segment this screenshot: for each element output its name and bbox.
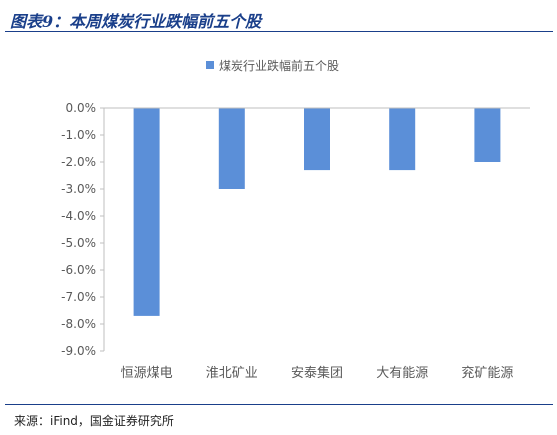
y-tick-label: 0.0% [66,101,97,115]
y-tick-label: -7.0% [61,290,96,304]
y-tick-label: -4.0% [61,209,96,223]
source-note: 来源：iFind，国金证券研究所 [14,414,174,428]
title-divider [5,31,553,32]
y-tick-label: -3.0% [61,182,96,196]
legend-swatch [206,61,214,69]
bar [304,108,330,171]
y-tick-label: -1.0% [61,128,96,142]
bar [218,108,245,189]
y-tick-label: -6.0% [61,263,96,277]
bar [389,108,416,171]
y-tick-label: -8.0% [61,317,96,331]
y-tick-label: -2.0% [61,155,96,169]
x-category-label: 大有能源 [376,366,428,381]
x-category-label: 淮北矿业 [206,366,258,381]
x-category-label: 恒源煤电 [121,366,173,381]
bar [133,108,160,316]
x-category-label: 兖矿能源 [461,366,513,381]
bar [474,108,501,162]
source-divider [5,404,553,405]
figure-title: 图表9：本周煤炭行业跌幅前五个股 [10,12,262,31]
legend-label: 煤炭行业跌幅前五个股 [219,58,339,73]
x-category-label: 安泰集团 [291,365,343,381]
y-tick-label: -9.0% [61,344,96,358]
y-tick-label: -5.0% [61,236,96,250]
